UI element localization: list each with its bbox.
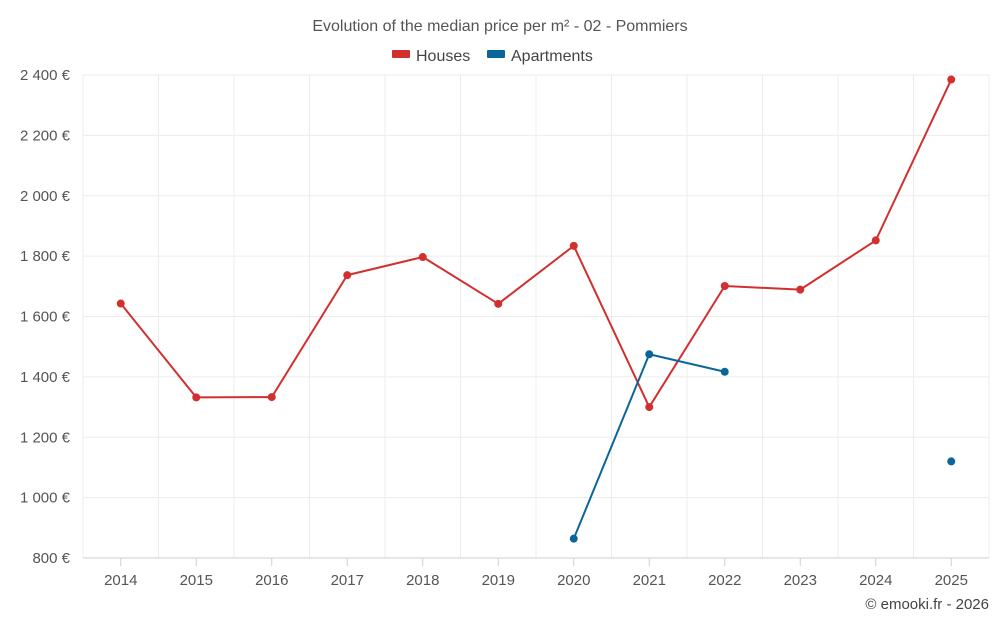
x-tick-label: 2021 <box>633 572 666 589</box>
series-layer <box>116 75 956 543</box>
data-point-houses-2024[interactable] <box>871 236 880 245</box>
series-line-houses <box>119 78 953 409</box>
chart-title: Evolution of the median price per m² - 0… <box>312 18 687 35</box>
legend-item-houses[interactable]: Houses <box>392 48 470 65</box>
legend-label-houses: Houses <box>416 48 470 65</box>
y-tick-label: 2 400 € <box>20 67 71 84</box>
data-point-apartments-2025[interactable] <box>947 457 956 466</box>
data-point-apartments-2020[interactable] <box>569 534 578 543</box>
data-point-apartments-2021[interactable] <box>645 350 654 359</box>
data-point-houses-2022[interactable] <box>720 282 729 291</box>
legend-swatch-apartments <box>487 50 505 58</box>
x-tick-label: 2020 <box>557 572 590 589</box>
y-tick-label: 1 400 € <box>20 369 71 386</box>
x-gridlines <box>82 75 990 558</box>
series-line-apartments <box>572 353 726 540</box>
data-point-houses-2021[interactable] <box>645 403 654 412</box>
x-tick-label: 2022 <box>708 572 741 589</box>
y-tick-label: 2 000 € <box>20 188 71 205</box>
x-tick-label: 2025 <box>935 572 968 589</box>
x-tick-label: 2018 <box>406 572 439 589</box>
data-point-houses-2015[interactable] <box>192 393 201 402</box>
y-tick-label: 1 600 € <box>20 309 71 326</box>
data-point-houses-2019[interactable] <box>494 299 503 308</box>
data-point-houses-2018[interactable] <box>418 253 427 262</box>
data-point-houses-2016[interactable] <box>267 393 276 402</box>
data-point-houses-2017[interactable] <box>343 271 352 280</box>
x-axis-ticks: 2014 2015 2016 2017 2018 2019 2020 2021 2022 2023… <box>104 558 968 589</box>
legend-item-apartments[interactable]: Apartments <box>487 48 593 65</box>
chart-credit: © emooki.fr - 2026 <box>865 596 989 613</box>
x-tick-label: 2015 <box>180 572 213 589</box>
x-tick-label: 2019 <box>482 572 515 589</box>
data-point-houses-2023[interactable] <box>796 285 805 294</box>
y-tick-label: 1 800 € <box>20 248 71 265</box>
legend: Houses Apartments <box>392 48 593 65</box>
y-tick-label: 2 200 € <box>20 127 71 144</box>
x-tick-label: 2017 <box>331 572 364 589</box>
x-tick-label: 2023 <box>784 572 817 589</box>
y-tick-label: 1 200 € <box>20 429 71 446</box>
data-point-apartments-2022[interactable] <box>720 367 729 376</box>
x-tick-label: 2024 <box>859 572 892 589</box>
y-axis-tick-labels: 800 € 1 000 € 1 200 € 1 400 € 1 600 € 1 800 €… <box>20 67 71 567</box>
legend-label-apartments: Apartments <box>511 48 593 65</box>
x-tick-label: 2016 <box>255 572 288 589</box>
y-tick-label: 800 € <box>32 550 70 567</box>
x-tick-label: 2014 <box>104 572 137 589</box>
y-tick-label: 1 000 € <box>20 490 71 507</box>
legend-swatch-houses <box>392 50 410 58</box>
series-apartments <box>569 350 956 543</box>
data-point-houses-2014[interactable] <box>116 299 125 308</box>
data-point-houses-2020[interactable] <box>569 241 578 250</box>
data-point-houses-2025[interactable] <box>947 75 956 84</box>
series-houses <box>116 75 956 412</box>
